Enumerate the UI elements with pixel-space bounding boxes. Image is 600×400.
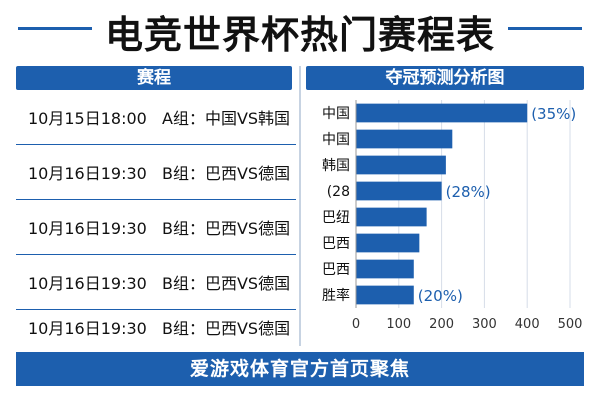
- schedule-header: 赛程: [16, 66, 292, 90]
- x-tick-label: 0: [352, 317, 360, 332]
- schedule-row: 10月16日19:30 B组：巴西VS德国: [16, 300, 296, 354]
- schedule-match: B组：巴西VS德国: [162, 319, 291, 338]
- schedule-time: 10月15日18:00: [28, 109, 147, 128]
- category-label: 巴纽: [322, 210, 350, 226]
- data-label: (35%): [531, 105, 576, 123]
- category-label: 中国: [322, 106, 350, 122]
- footer-banner: 爱游戏体育官方首页聚焦: [16, 352, 584, 386]
- category-label: (28: [327, 184, 350, 200]
- chart-title: 夺冠预测分析图: [306, 66, 584, 90]
- bar: [356, 259, 414, 279]
- title-area: 电竞世界杯热门赛程表: [0, 0, 600, 58]
- panel-divider: [299, 66, 301, 346]
- bar: [356, 285, 414, 305]
- schedule-row: 10月15日18:00 A组：中国VS韩国: [16, 90, 296, 145]
- category-label: 巴西: [322, 236, 350, 252]
- category-label: 韩国: [322, 158, 350, 174]
- category-label: 胜率: [322, 287, 350, 304]
- page-title: 电竞世界杯热门赛程表: [104, 13, 495, 57]
- schedule-time: 10月16日19:30: [28, 219, 147, 238]
- bar: [356, 207, 427, 227]
- bar: [356, 233, 420, 253]
- schedule-time: 10月16日19:30: [28, 274, 147, 293]
- schedule-match: A组：中国VS韩国: [162, 109, 291, 128]
- schedule-row: 10月16日19:30 B组：巴西VS德国: [16, 255, 296, 310]
- title-rule-right: [508, 27, 582, 30]
- data-label: (20%): [418, 287, 463, 305]
- title-rule-left: [18, 27, 92, 30]
- schedule-match: B组：巴西VS德国: [162, 164, 291, 183]
- bar: [356, 181, 442, 201]
- schedule-time: 10月16日19:30: [28, 319, 147, 338]
- category-label: 中国: [322, 132, 350, 148]
- category-label: 巴西: [322, 262, 350, 278]
- schedule-row: 10月16日19:30 B组：巴西VS德国: [16, 145, 296, 200]
- x-tick-label: 400: [515, 317, 540, 332]
- bar: [356, 103, 528, 123]
- schedule-row: 10月16日19:30 B组：巴西VS德国: [16, 200, 296, 255]
- schedule-time: 10月16日19:30: [28, 164, 147, 183]
- x-tick-label: 500: [558, 317, 583, 332]
- bar: [356, 129, 453, 149]
- schedule-match: B组：巴西VS德国: [162, 274, 291, 293]
- bar: [356, 155, 446, 175]
- data-label: (28%): [446, 183, 491, 201]
- x-tick-label: 200: [429, 317, 454, 332]
- x-tick-label: 300: [472, 317, 497, 332]
- x-tick-label: 100: [386, 317, 411, 332]
- schedule-match: B组：巴西VS德国: [162, 219, 291, 238]
